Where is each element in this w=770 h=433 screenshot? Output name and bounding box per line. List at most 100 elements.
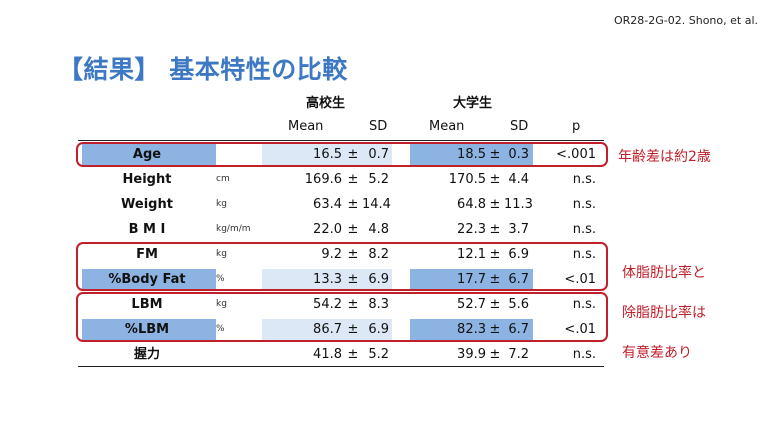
- p-value: <.01: [564, 322, 596, 337]
- p-value: n.s.: [572, 297, 596, 312]
- university-sd: 3.7: [508, 222, 529, 237]
- university-sd: 5.6: [508, 297, 529, 312]
- row-label: FM: [136, 247, 158, 262]
- university-sd: 7.2: [508, 347, 529, 362]
- high-school-mean: 16.5: [313, 147, 342, 162]
- row-unit: kg: [216, 199, 227, 209]
- high-school-sd: 6.9: [368, 322, 389, 337]
- table-row: 握力 41.8 ±5.2 39.9 ±7.2 n.s.: [78, 342, 604, 367]
- plus-minus: ±: [347, 172, 359, 187]
- row-unit: kg: [216, 249, 227, 259]
- high-school-mean: 63.4: [313, 197, 342, 212]
- header-mean-university: Mean: [429, 119, 465, 134]
- plus-minus: ±: [347, 147, 359, 162]
- university-sd: 4.4: [508, 172, 529, 187]
- plus-minus: ±: [489, 172, 501, 187]
- high-school-highlight: [262, 269, 392, 290]
- high-school-mean: 22.0: [313, 222, 342, 237]
- university-highlight: [410, 269, 533, 290]
- university-highlight: [410, 319, 533, 340]
- plus-minus: ±: [489, 322, 501, 337]
- label-highlight: [82, 269, 216, 290]
- university-mean: 17.7: [457, 272, 486, 287]
- header-sd-university: SD: [510, 119, 529, 134]
- label-highlight: [82, 319, 216, 340]
- university-sd: 6.9: [508, 247, 529, 262]
- age-highlight-box: [76, 142, 608, 167]
- fat-annotation-line3: 有意差あり: [622, 345, 692, 361]
- table-row: %LBM% 86.7 ±6.9 82.3 ±6.7 <.01: [78, 317, 604, 342]
- row-unit: %: [216, 274, 225, 284]
- header-p-value: p: [572, 119, 581, 134]
- header-sd-high-school: SD: [369, 119, 388, 134]
- row-unit: %: [216, 324, 225, 334]
- plus-minus: ±: [489, 297, 501, 312]
- university-mean: 12.1: [457, 247, 486, 262]
- high-school-mean: 54.2: [313, 297, 342, 312]
- high-school-sd: 14.4: [362, 197, 391, 212]
- high-school-mean: 41.8: [313, 347, 342, 362]
- p-value: n.s.: [572, 247, 596, 262]
- high-school-sd: 6.9: [368, 272, 389, 287]
- lbm-highlight-box: [76, 292, 608, 342]
- university-mean: 22.3: [457, 222, 486, 237]
- row-label: Weight: [121, 197, 173, 212]
- p-value: n.s.: [572, 197, 596, 212]
- plus-minus: ±: [489, 147, 501, 162]
- university-sd: 6.7: [508, 322, 529, 337]
- row-unit: cm: [216, 174, 230, 184]
- high-school-sd: 5.2: [368, 172, 389, 187]
- high-school-sd: 5.2: [368, 347, 389, 362]
- plus-minus: ±: [347, 347, 359, 362]
- university-mean: 52.7: [457, 297, 486, 312]
- plus-minus: ±: [489, 272, 501, 287]
- high-school-mean: 13.3: [313, 272, 342, 287]
- table-row: Height cm 169.6 ±5.2 170.5 ±4.4 n.s.: [78, 167, 604, 192]
- university-mean: 82.3: [457, 322, 486, 337]
- high-school-highlight: [262, 319, 392, 340]
- university-sd: 6.7: [508, 272, 529, 287]
- row-unit: kg/m/m: [216, 224, 251, 234]
- plus-minus: ±: [347, 197, 359, 212]
- plus-minus: ±: [489, 197, 501, 212]
- p-value: <.01: [564, 272, 596, 287]
- fat-highlight-box: [76, 242, 608, 291]
- header-mean-high-school: Mean: [288, 119, 324, 134]
- p-value: n.s.: [572, 347, 596, 362]
- university-mean: 39.9: [457, 347, 486, 362]
- row-label: %Body Fat: [108, 272, 186, 287]
- plus-minus: ±: [347, 272, 359, 287]
- reference-label: OR28-2G-02. Shono, et al.: [614, 14, 758, 27]
- university-mean: 18.5: [457, 147, 486, 162]
- university-mean: 170.5: [448, 172, 486, 187]
- p-value: <.001: [556, 147, 596, 162]
- group-header-university: 大学生: [453, 96, 493, 111]
- slide-title: 【結果】 基本特性の比較: [58, 55, 348, 84]
- plus-minus: ±: [489, 247, 501, 262]
- row-label: B M I: [128, 222, 166, 237]
- table-bottom-rule: [78, 366, 604, 367]
- high-school-mean: 169.6: [304, 172, 342, 187]
- row-unit: kg: [216, 299, 227, 309]
- p-value: n.s.: [572, 172, 596, 187]
- plus-minus: ±: [347, 222, 359, 237]
- group-header-high-school: 高校生: [306, 96, 346, 111]
- high-school-sd: 8.3: [368, 297, 389, 312]
- table-row: FM kg 9.2 ±8.2 12.1 ±6.9 n.s.: [78, 242, 604, 267]
- row-label: %LBM: [124, 322, 170, 337]
- high-school-mean: 86.7: [313, 322, 342, 337]
- high-school-mean: 9.2: [321, 247, 342, 262]
- high-school-sd: 8.2: [368, 247, 389, 262]
- fat-annotation-line1: 体脂肪比率と: [622, 265, 706, 281]
- table-row: %Body Fat% 13.3 ±6.9 17.7 ±6.7 <.01: [78, 267, 604, 292]
- row-label: Height: [122, 172, 172, 187]
- table-row: Weight kg 63.4 ±14.4 64.8 ±11.3 n.s.: [78, 192, 604, 217]
- plus-minus: ±: [347, 247, 359, 262]
- fat-annotation-line2: 除脂肪比率は: [622, 305, 706, 321]
- row-label: LBM: [131, 297, 163, 312]
- plus-minus: ±: [489, 347, 501, 362]
- p-value: n.s.: [572, 222, 596, 237]
- table-top-rule: [78, 140, 604, 141]
- high-school-highlight: [262, 144, 392, 165]
- university-mean: 64.8: [457, 197, 486, 212]
